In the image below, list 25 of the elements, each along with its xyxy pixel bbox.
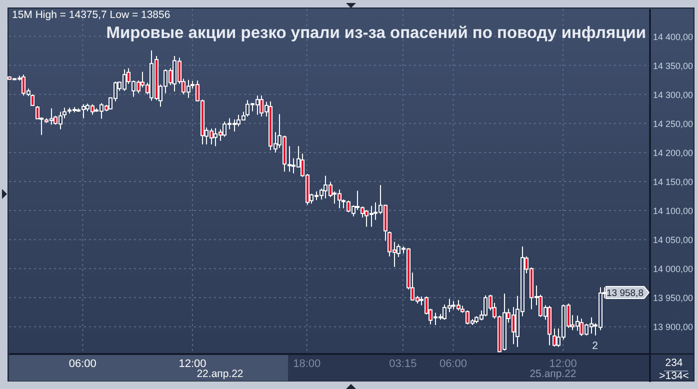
y-tick-label: 14 250,00 <box>653 118 694 129</box>
x-tick-label: 03:15 <box>389 358 417 370</box>
text: Мировые акции резко упали из-за опасений по поводу инфляции <box>106 24 646 42</box>
text: 22.апр.22 <box>196 368 244 380</box>
x-tick-label: 18:00 <box>293 358 321 370</box>
y-tick-label: 14 000,00 <box>653 264 694 274</box>
y-tick-label: 14 050,00 <box>653 235 694 246</box>
y-tick-label: 14 350,00 <box>653 60 694 71</box>
y-tick-label: 14 400,00 <box>653 32 694 42</box>
text: 234 <box>665 357 683 369</box>
annotation: 13 958,8 <box>606 288 644 300</box>
y-tick-label: 14 300,00 <box>653 90 694 100</box>
x-tick-label: 06:00 <box>439 358 468 370</box>
y-tick-label: 13 900,00 <box>653 322 694 332</box>
text: >134< <box>659 370 689 382</box>
y-tick-label: 13 950,00 <box>653 293 694 304</box>
annotation: 2 <box>592 340 598 352</box>
x-tick-label: 12:00 <box>549 358 577 370</box>
y-tick-label: 14 150,00 <box>653 177 694 187</box>
chart-subtitle: 15M High = 14375,7 Low = 13856 <box>12 9 170 21</box>
y-tick-label: 14 200,00 <box>653 148 694 158</box>
x-tick-label: 06:00 <box>68 358 96 370</box>
text: 25.апр.22 <box>530 368 576 380</box>
x-tick-label: 12:00 <box>178 358 206 370</box>
y-tick-label: 14 100,00 <box>653 206 694 216</box>
